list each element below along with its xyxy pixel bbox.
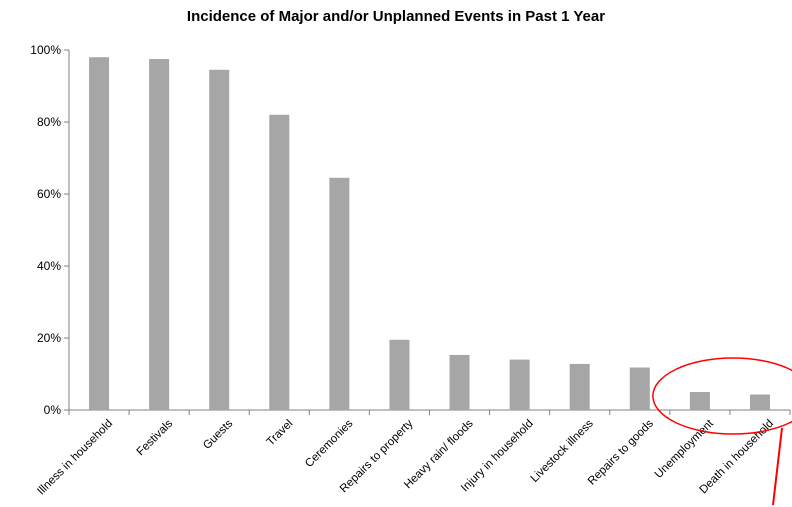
bar bbox=[269, 114, 290, 411]
annotation-ellipse bbox=[652, 357, 792, 435]
bar bbox=[329, 177, 350, 410]
chart-title: Incidence of Major and/or Unplanned Even… bbox=[186, 8, 606, 25]
y-tick-label: 60% bbox=[37, 187, 61, 201]
x-tick-label: Festivals bbox=[135, 417, 176, 458]
x-tick-label: Guests bbox=[201, 417, 235, 451]
bar bbox=[389, 339, 410, 410]
bar bbox=[689, 392, 710, 410]
x-tick-label: Travel bbox=[265, 418, 296, 449]
y-tick-label: 80% bbox=[37, 115, 61, 129]
x-tick-label: Livestock illness bbox=[529, 417, 596, 484]
x-tick-label: Ceremonies bbox=[303, 417, 356, 470]
bar bbox=[629, 367, 650, 410]
y-tick-label: 20% bbox=[37, 331, 61, 345]
bar bbox=[89, 57, 110, 410]
bar bbox=[749, 394, 770, 410]
y-tick-label: 100% bbox=[30, 43, 61, 57]
bar bbox=[569, 363, 590, 410]
bar bbox=[209, 69, 230, 411]
x-tick-label: Illness in household bbox=[35, 418, 115, 498]
bar bbox=[149, 59, 170, 410]
bar bbox=[509, 359, 530, 410]
x-tick-label: Repairs to goods bbox=[586, 417, 656, 487]
bar bbox=[449, 354, 470, 410]
y-tick-label: 0% bbox=[44, 403, 62, 417]
annotation-line bbox=[772, 427, 783, 506]
y-tick-label: 40% bbox=[37, 259, 61, 273]
